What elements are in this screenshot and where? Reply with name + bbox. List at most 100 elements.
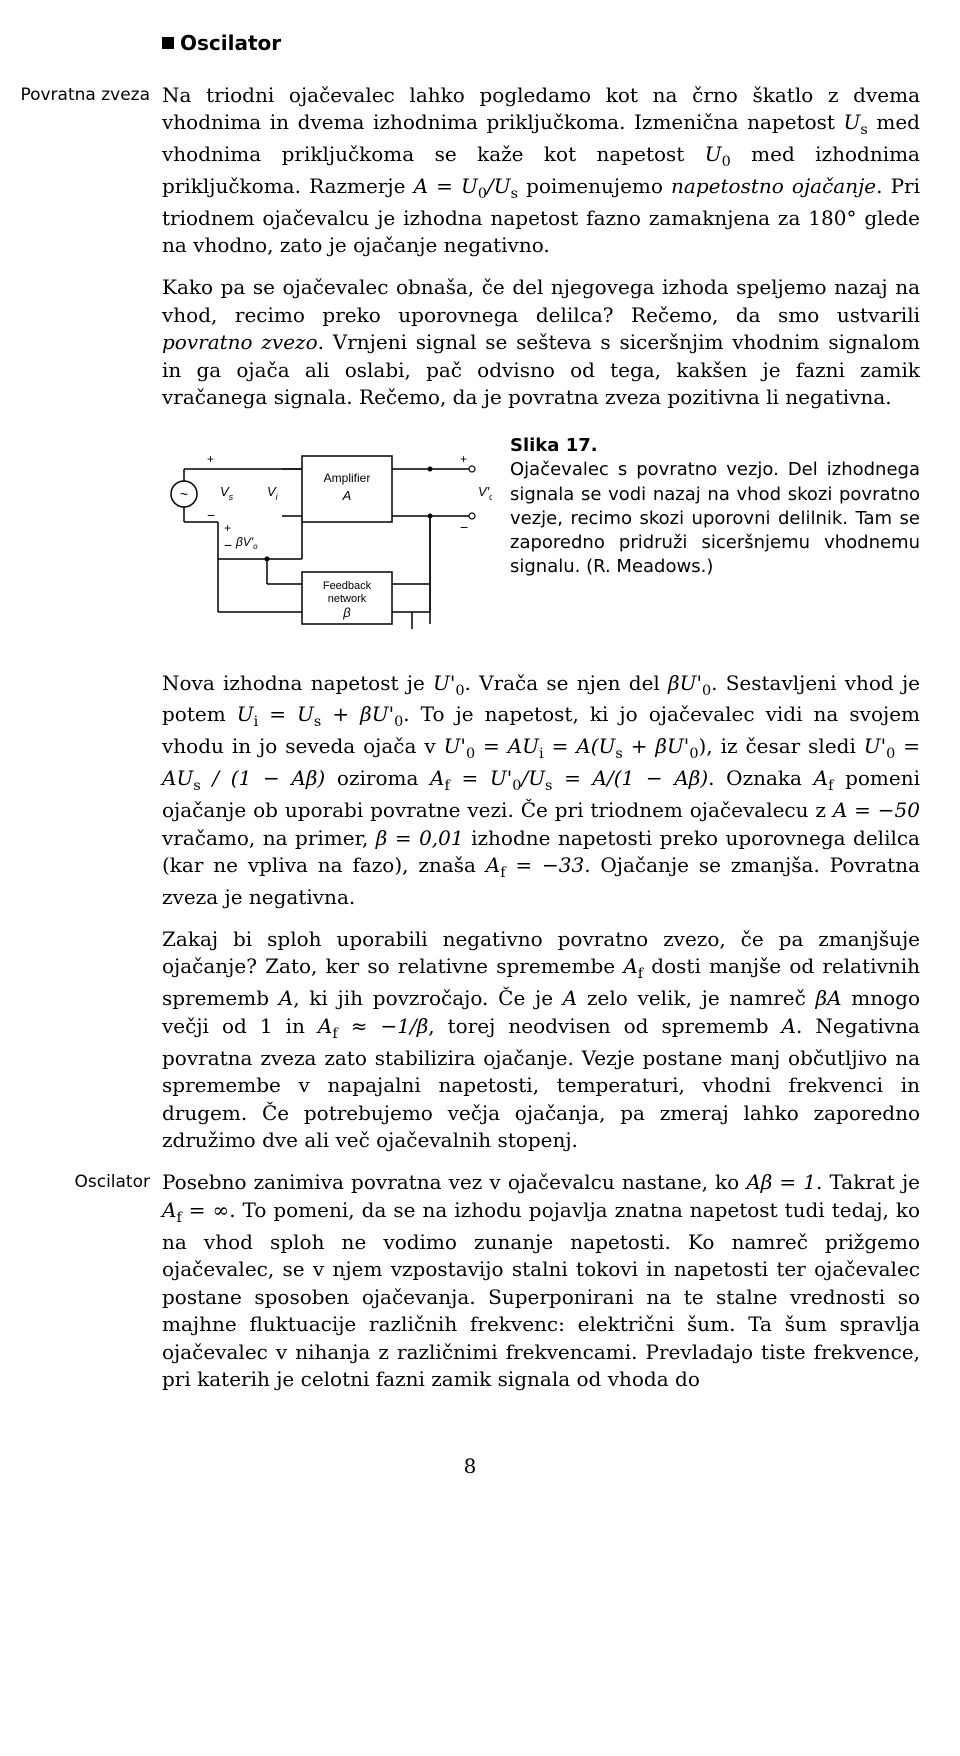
p5-t2: . Takrat je [816, 1170, 920, 1194]
p3-t1: Nova izhodna napetost je [162, 671, 433, 695]
p3-u0p3-s: 0 [886, 746, 895, 762]
section-title: Oscilator [162, 30, 920, 58]
p1-t4: poimenujemo [518, 174, 671, 198]
title-body: Oscilator [162, 30, 920, 68]
margin-empty-3 [20, 426, 162, 428]
p5: Posebno zanimiva povratna vez v ojačeval… [162, 1169, 920, 1394]
p3-t5: , iz česar sledi [706, 734, 864, 758]
margin-empty-2 [20, 274, 162, 276]
out-terminal-top-icon [469, 466, 475, 472]
p1-aeq-mid: /U [487, 174, 511, 198]
p5-t3: . To pomeni, da se na izhodu pojavlja zn… [162, 1198, 920, 1392]
circuit-svg: ~ + − Vs + − [162, 434, 492, 634]
margin-empty [20, 30, 162, 32]
p3-t2: . Vrača se njen del [465, 671, 669, 695]
p3-bu-s: 0 [702, 683, 711, 699]
p1-us-sub: s [860, 122, 867, 138]
minus-bot: − [207, 507, 215, 523]
p3-eq4b: /U [521, 766, 545, 790]
p3-eq2b: = A(U [544, 734, 616, 758]
p3-af2: A [814, 766, 828, 790]
p3-u0p: U' [433, 671, 455, 695]
p3-eq2c: + βU' [623, 734, 690, 758]
p4-approx: ≈ −1/β [338, 1014, 429, 1038]
p3-eq2: = AU [475, 734, 539, 758]
p5-af: A [162, 1198, 176, 1222]
p1-u0-sub: 0 [722, 154, 731, 170]
margin-oscilator: Oscilator [20, 1169, 162, 1194]
p3-eq3-s: s [193, 778, 200, 794]
p1-t1: Na triodni ojačevalec lahko pogledamo ko… [162, 83, 920, 135]
p4-af: A [623, 954, 637, 978]
fb-label2: network [328, 593, 367, 605]
p4-a: A [279, 986, 293, 1010]
margin-empty-5 [20, 926, 162, 928]
bv-label: βV'o [235, 535, 258, 551]
circuit-diagram: ~ + − Vs + − [162, 434, 492, 642]
p3-t7: . Oznaka [708, 766, 813, 790]
title-row: Oscilator [20, 30, 920, 68]
p1-aeq-subs: s [511, 186, 518, 202]
figure-body: ~ + − Vs + − [162, 426, 920, 656]
page: Oscilator Povratna zveza Na triodni ojač… [0, 0, 960, 1518]
p3-t9: vračamo, na primer, [162, 826, 376, 850]
minus-fb: − [224, 537, 232, 553]
section-title-text: Oscilator [180, 31, 281, 55]
p3-eq1: = U [258, 702, 314, 726]
margin-povratna: Povratna zveza [20, 82, 162, 107]
row-p5: Oscilator Posebno zanimiva povratna vez … [20, 1169, 920, 1394]
p3: Nova izhodna napetost je U'0. Vrača se n… [162, 670, 920, 912]
p5-t1: Posebno zanimiva povratna vez v ojačeval… [162, 1170, 746, 1194]
p3-ui: U [237, 702, 254, 726]
p1-u0: U [705, 142, 722, 166]
p3-u0p2: U' [444, 734, 466, 758]
amp-a: A [342, 488, 352, 503]
fig-cap-title: Slika 17. [510, 435, 598, 456]
p4-t3: , ki jih povzročajo. Če je [293, 986, 563, 1010]
figure-caption: Slika 17. Ojačevalec s povratno vezjo. D… [510, 434, 920, 580]
node-fb-icon [265, 556, 270, 561]
margin-empty-4 [20, 670, 162, 672]
p4-af2: A [318, 1014, 332, 1038]
p3-aeq: A = −50 [833, 798, 920, 822]
p3-eq5: = −33 [506, 853, 585, 877]
plus-fb: + [224, 521, 231, 535]
fb-beta: β [342, 605, 351, 620]
p1-aeq-sub0: 0 [478, 186, 487, 202]
p3-af3: A [486, 853, 500, 877]
p4-t4: zelo velik, je namreč [577, 986, 815, 1010]
page-number: 8 [20, 1454, 920, 1478]
p4-ba: βA [816, 986, 842, 1010]
p3-af: A [430, 766, 444, 790]
fig-cap-body: Ojačevalec s povratno vezjo. Del izhodne… [510, 459, 920, 577]
p3-u0p2-s: 0 [466, 746, 475, 762]
vs-label: Vs [220, 484, 234, 502]
amp-label: Amplifier [324, 471, 371, 485]
p5-eq: = ∞ [182, 1198, 229, 1222]
p3-eq3b: / (1 − Aβ) [201, 766, 326, 790]
p4-t6: , torej neodvisen od sprememb [428, 1014, 781, 1038]
p3-eq4c: = A/(1 − Aβ) [552, 766, 708, 790]
p3-eq1b-s: 0 [394, 714, 403, 730]
row-p2: Kako pa se ojačevalec obnaša, če del nje… [20, 274, 920, 412]
p1-us: U [844, 110, 861, 134]
vi-label: Vi [267, 484, 279, 502]
p3-u0p3: U' [864, 734, 886, 758]
row-p1: Povratna zveza Na triodni ojačevalec lah… [20, 82, 920, 260]
p4-a2: A [563, 986, 577, 1010]
source-tilde: ~ [180, 486, 188, 502]
row-p3: Nova izhodna napetost je U'0. Vrača se n… [20, 670, 920, 912]
minus-out: − [460, 519, 468, 535]
p2-t1: Kako pa se ojačevalec obnaša, če del nje… [162, 275, 920, 327]
p4: Zakaj bi sploh uporabili negativno povra… [162, 926, 920, 1155]
figure-row: ~ + − Vs + − [162, 434, 920, 642]
p3-eq1b: + βU' [321, 702, 394, 726]
p3-eq2b-s: s [615, 746, 622, 762]
p1: Na triodni ojačevalec lahko pogledamo ko… [162, 82, 920, 260]
p3-eq4: = U' [450, 766, 512, 790]
p3-beq: β = 0,01 [376, 826, 464, 850]
p1-napetostno: napetostno ojačanje [671, 174, 876, 198]
row-figure: ~ + − Vs + − [20, 426, 920, 656]
row-p4: Zakaj bi sploh uporabili negativno povra… [20, 926, 920, 1155]
plus-out: + [460, 452, 467, 466]
